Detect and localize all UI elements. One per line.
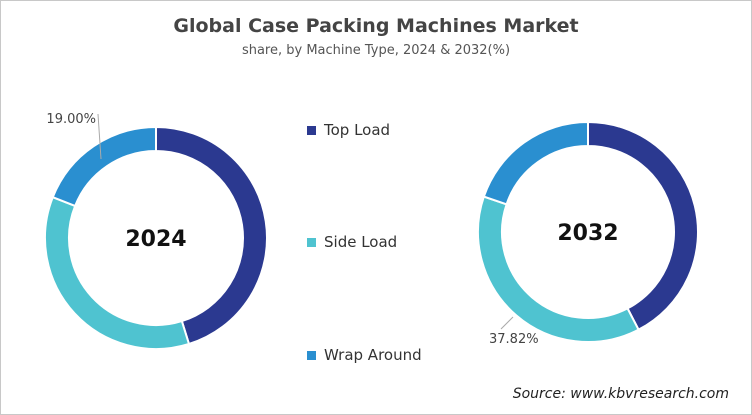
donut-slice-side-load [477, 195, 640, 343]
donut-center-label: 2032 [557, 221, 618, 246]
donut-center-label: 2024 [125, 227, 186, 252]
data-label-leader-line [500, 316, 514, 330]
source-note: Source: www.kbvresearch.com [512, 386, 729, 402]
donut-slice-side-load [44, 195, 191, 350]
legend-label: Wrap Around [324, 346, 422, 364]
chart-subtitle: share, by Machine Type, 2024 & 2032(%) [241, 43, 511, 58]
legend-swatch [307, 237, 316, 247]
legend-item-side-load: Side Load [307, 233, 397, 251]
legend-swatch [307, 350, 316, 360]
data-label: 37.82% [489, 332, 539, 347]
data-label-leader-line [97, 113, 102, 160]
chart-title: Global Case Packing Machines Market [173, 15, 579, 37]
legend-label: Side Load [324, 233, 398, 251]
legend-label: Top Load [324, 121, 391, 139]
legend-swatch [307, 125, 316, 135]
legend-item-wrap-around: Wrap Around [307, 346, 422, 364]
donut-slice-wrap-around [482, 120, 589, 206]
donut-slice-wrap-around [51, 125, 157, 208]
data-label: 19.00% [46, 112, 96, 127]
legend-item-top-load: Top Load [307, 121, 390, 139]
